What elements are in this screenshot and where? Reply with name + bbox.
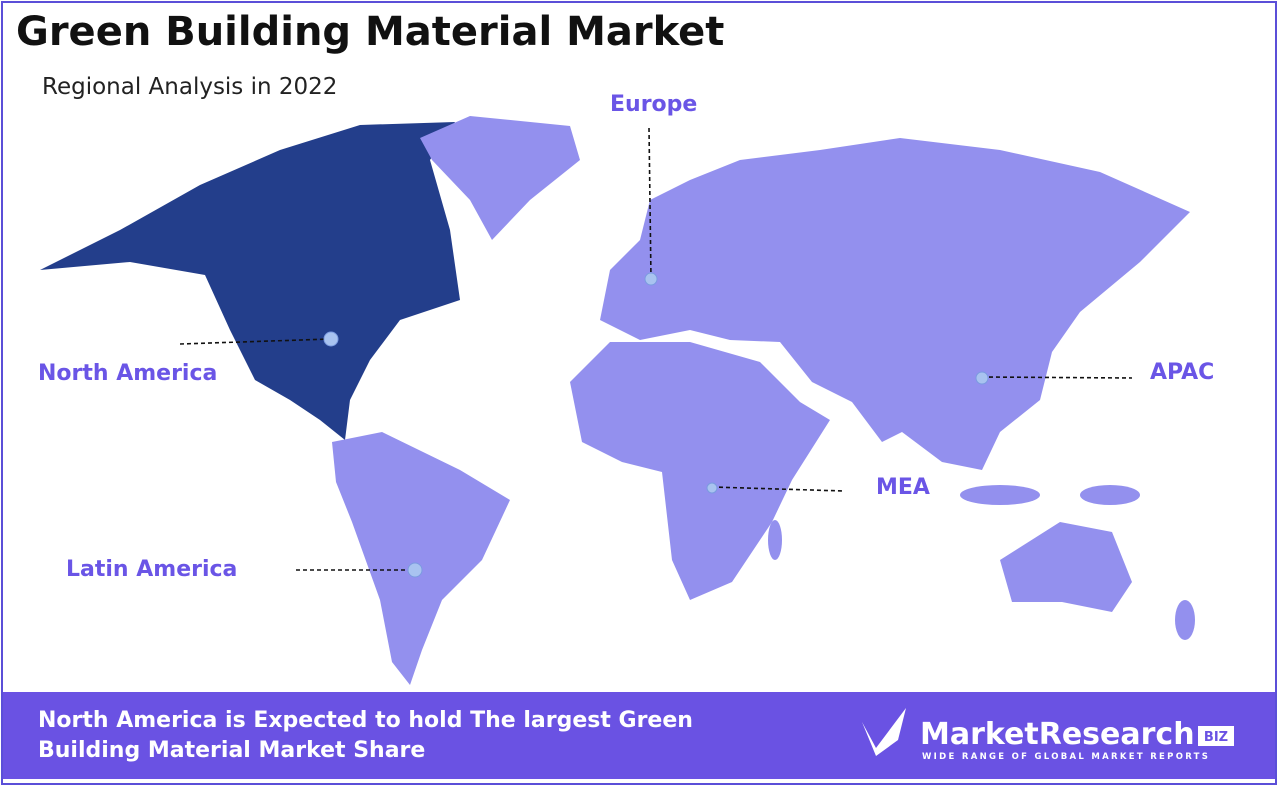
region-label: APAC — [1150, 360, 1214, 385]
marker-dot — [644, 272, 658, 286]
leader-line — [711, 486, 845, 492]
world-map — [40, 116, 1195, 685]
marker-dot — [407, 562, 423, 578]
island-shape — [768, 520, 782, 560]
marker-dot — [975, 371, 989, 385]
region-label: Latin America — [66, 557, 237, 582]
footer-text: North America is Expected to hold The la… — [38, 708, 693, 763]
subtitle: Regional Analysis in 2022 — [42, 74, 337, 100]
region-markers: North America Europe APAC MEA Latin Amer… — [38, 92, 1214, 582]
footer-band — [3, 692, 1275, 779]
greenland-shape — [420, 116, 580, 240]
island-shape — [1080, 485, 1140, 505]
region-label: North America — [38, 361, 217, 386]
logo-badge: BIZ — [1204, 730, 1228, 745]
logo-icon — [862, 708, 906, 756]
region-label: MEA — [876, 475, 930, 500]
north-america-shape — [40, 122, 460, 440]
region-label: Europe — [610, 92, 697, 117]
leader-line — [981, 376, 1133, 379]
island-shape — [960, 485, 1040, 505]
australia-shape — [1000, 522, 1132, 612]
island-shape — [1175, 600, 1195, 640]
title: Green Building Material Market — [16, 9, 724, 55]
logo-tagline: WIDE RANGE OF GLOBAL MARKET REPORTS — [922, 752, 1210, 762]
logo: MarketResearch BIZ WIDE RANGE OF GLOBAL … — [862, 708, 1234, 762]
marker-dot — [323, 331, 339, 347]
eurasia-shape — [600, 138, 1190, 470]
logo-badge-box — [1198, 726, 1234, 746]
south-america-shape — [332, 432, 510, 685]
africa-shape — [570, 342, 830, 600]
marker-dot — [706, 482, 718, 494]
logo-name: MarketResearch — [920, 717, 1195, 752]
